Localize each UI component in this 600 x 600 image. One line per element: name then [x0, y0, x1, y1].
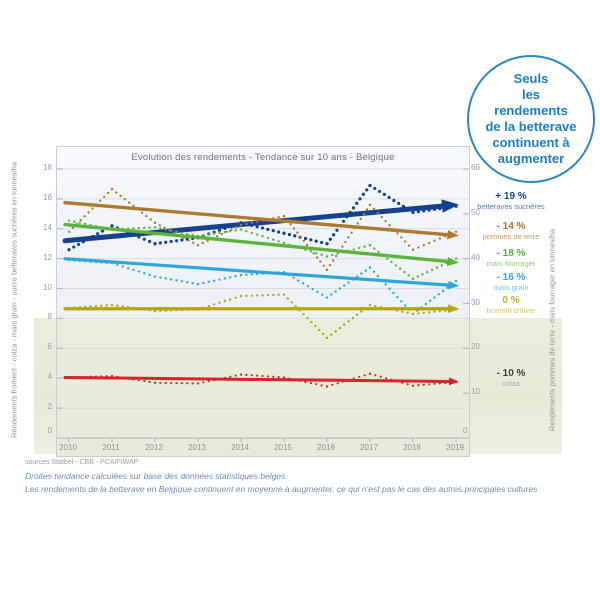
left-axis-tick: 6 [47, 342, 52, 352]
left-axis-tick: 8 [47, 312, 52, 322]
series-name: pommes de terre [482, 232, 540, 242]
series-name: maïs fourrager [486, 259, 536, 269]
series-name: betteraves sucrières [477, 201, 545, 211]
series-change-value: + 19 % [495, 190, 527, 202]
series-change-item: 0 % froment d'hiver [476, 295, 546, 315]
left-axis-tick: 0 [47, 426, 52, 435]
footnote-1: Droites tendance calculées sur base des … [25, 471, 286, 481]
badge-text-line: les [521, 87, 541, 103]
year-label: 2015 [274, 443, 292, 452]
year-label: 2012 [145, 443, 163, 452]
left-axis-tick: 4 [47, 372, 52, 382]
series-name: froment d'hiver [486, 305, 536, 315]
year-label: 2018 [403, 443, 421, 452]
right-axis-title: Rendements pommes de terre - maïs fourra… [547, 228, 557, 432]
left-axis-tick: 18 [43, 163, 52, 172]
footnote-2: Les rendements de la betterave en Belgiq… [25, 484, 538, 494]
right-axis-tick: 60 [471, 163, 480, 172]
callout-circle-badge: Seuls les rendements de la betterave continu… [467, 55, 595, 183]
left-axis-tick: 16 [43, 192, 52, 202]
year-label: 2019 [446, 443, 464, 452]
series-change-value: - 18 % [496, 248, 526, 260]
sources-line: sources Statbel - CBB - PCA/FIWAP [25, 459, 139, 466]
chart-canvas [57, 168, 469, 442]
series-name: colza [502, 378, 520, 388]
series-change-item: - 18 % maïs fourrager [476, 248, 546, 268]
series-change-value: - 16 % [496, 271, 526, 283]
series-change-value: - 14 % [496, 221, 526, 233]
year-label: 2011 [102, 443, 120, 452]
series-change-item: - 14 % pommes de terre [476, 221, 546, 241]
badge-text-line: de la betterave [485, 119, 577, 134]
year-label: 2016 [317, 443, 335, 452]
series-change-item: - 10 % colza [476, 368, 546, 388]
year-label: 2014 [231, 443, 249, 452]
chart-title: Evolution des rendements - Tendance sur … [131, 152, 395, 163]
year-label: 2017 [360, 443, 378, 452]
right-axis-tick: 50 [471, 207, 480, 217]
badge-text-line: Seuls [513, 71, 549, 87]
year-label: 2010 [59, 443, 77, 452]
series-change-item: - 16 % maïs grain [476, 272, 546, 292]
plot-area: Evolution des rendements - Tendance sur … [56, 146, 470, 457]
left-axis-tick: 12 [43, 252, 52, 262]
series-change-value: - 10 % [496, 367, 526, 379]
badge-text-line: augmenter [497, 150, 565, 166]
badge-text-line: continuent à [492, 134, 570, 150]
left-axis-tick: 14 [43, 222, 52, 232]
year-label: 2013 [188, 443, 206, 452]
right-axis-tick: 10 [471, 387, 480, 397]
right-axis-tick: 40 [471, 252, 480, 262]
series-change-item: + 19 % betteraves sucrières [476, 191, 546, 211]
badge-text-line: rendements [494, 103, 568, 119]
right-axis-tick: 0 [463, 426, 468, 435]
right-axis-tick: 30 [471, 297, 480, 307]
left-axis-tick: 10 [43, 282, 52, 292]
series-change-value: 0 % [502, 294, 520, 306]
right-axis-tick: 20 [471, 342, 480, 352]
left-axis-tick: 2 [47, 402, 52, 412]
series-name: maïs grain [493, 282, 529, 292]
left-axis-title: Rendements froment - colza - maïs grain … [9, 162, 19, 438]
